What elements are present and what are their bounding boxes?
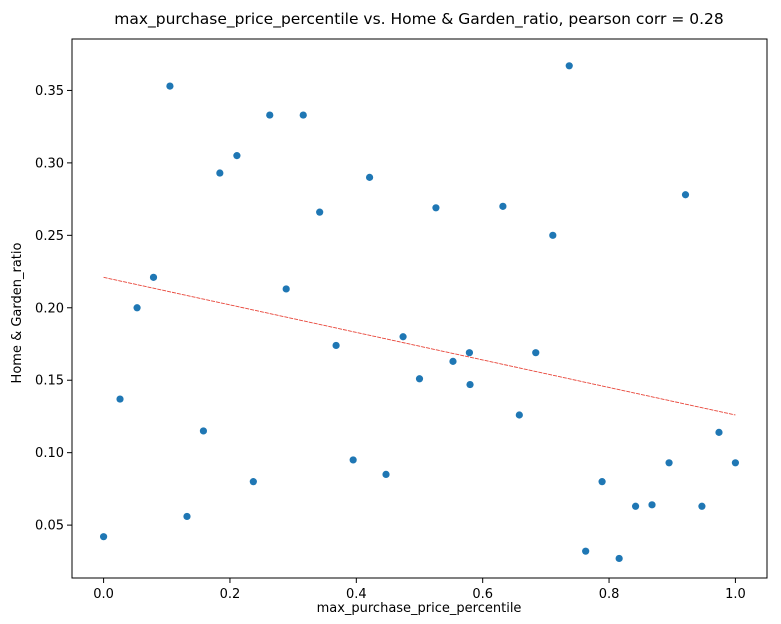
data-point <box>116 395 124 403</box>
data-point <box>648 501 656 509</box>
data-point <box>399 333 407 341</box>
data-point <box>631 502 640 510</box>
x-tick-label: 0.4 <box>346 587 367 602</box>
data-point <box>681 191 690 199</box>
y-tick-label: 0.15 <box>35 374 64 389</box>
data-point <box>249 478 257 486</box>
data-point <box>432 204 440 212</box>
data-point <box>615 554 623 563</box>
y-tick-label: 0.10 <box>35 446 64 461</box>
data-point <box>715 428 723 436</box>
data-point <box>199 427 208 435</box>
data-point <box>465 349 474 357</box>
data-point <box>532 349 540 357</box>
data-point <box>349 456 357 464</box>
data-point <box>582 547 590 555</box>
data-point <box>382 470 390 479</box>
trendline <box>103 276 736 416</box>
data-point <box>332 341 340 350</box>
data-point <box>233 152 241 160</box>
data-point <box>316 208 324 216</box>
x-tick-label: 0.2 <box>220 587 241 602</box>
y-axis-label: Home & Garden_ratio <box>10 243 25 384</box>
data-point <box>415 375 424 383</box>
data-point <box>99 533 108 541</box>
plot-area: 0.0 0.2 0.4 0.6 0.8 1.0 0.05 0.10 0.15 0.20 0.25 0.… <box>35 38 768 602</box>
data-point <box>299 111 307 119</box>
y-tick-label: 0.30 <box>35 156 64 171</box>
data-point <box>449 357 457 365</box>
y-tick-label: 0.35 <box>35 84 64 99</box>
data-point <box>698 502 706 510</box>
x-tick-label: 0.0 <box>93 587 114 602</box>
data-point <box>166 82 174 90</box>
y-tick-label: 0.20 <box>35 301 64 316</box>
data-point <box>149 273 158 281</box>
data-point <box>549 231 557 239</box>
x-tick-label: 1.0 <box>725 587 746 602</box>
x-axis-label: max_purchase_price_percentile <box>317 601 522 616</box>
data-point <box>665 459 673 467</box>
data-point <box>365 173 374 181</box>
y-tick-label: 0.05 <box>35 519 64 534</box>
chart-title: max_purchase_price_percentile vs. Home &… <box>114 10 724 29</box>
data-point <box>731 459 740 467</box>
data-point <box>282 285 290 293</box>
y-tick-label: 0.25 <box>35 229 64 244</box>
axes-frame <box>71 38 768 579</box>
data-point <box>565 62 573 70</box>
data-point <box>183 512 191 521</box>
data-point <box>133 304 141 312</box>
data-point <box>499 202 507 210</box>
data-point <box>466 380 474 389</box>
data-point <box>216 169 224 177</box>
x-tick-label: 0.8 <box>599 587 620 602</box>
data-point <box>266 111 274 119</box>
x-tick-label: 0.6 <box>472 587 493 602</box>
data-point <box>598 478 606 486</box>
data-point <box>515 411 523 419</box>
